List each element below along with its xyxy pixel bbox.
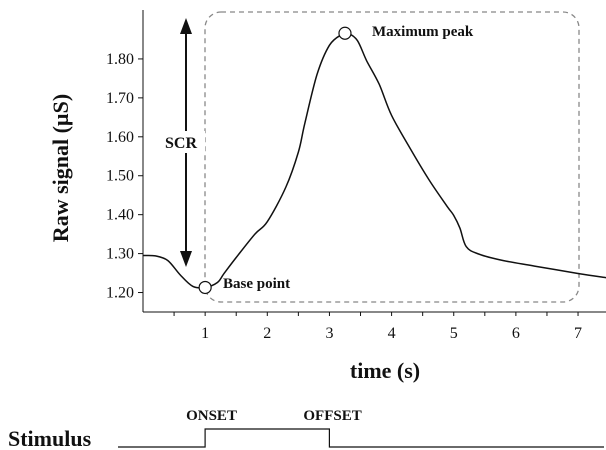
x-tick-label: 4 [388,325,396,342]
stimulus-trace [118,428,604,448]
y-tick-label: 1.50 [106,168,134,185]
max-peak-marker [338,26,352,40]
x-tick-label: 2 [263,325,271,342]
stimulus-label: Stimulus [8,426,92,450]
max-peak-label: Maximum peak [372,24,474,40]
x-tick-label: 6 [512,325,520,342]
signal-line [142,31,606,289]
offset-label: OFFSET [303,408,361,424]
y-tick-label: 1.30 [106,246,134,263]
x-axis-title: time (s) [350,358,420,383]
x-tick-label: 5 [450,325,458,342]
y-tick-label: 1.20 [106,285,134,302]
y-tick-label: 1.40 [106,207,134,224]
scr-label: SCR [165,135,197,152]
y-axis-title: Raw signal (µS) [48,94,73,242]
y-tick-label: 1.80 [106,51,134,68]
onset-label: ONSET [186,408,237,424]
y-ticks: 1.20 1.30 1.40 1.50 1.60 1.70 1.80 [106,51,143,302]
y-tick-label: 1.60 [106,129,134,146]
x-tick-label: 7 [574,325,582,342]
x-ticks: 1 2 3 4 5 6 7 [173,312,582,342]
y-tick-label: 1.70 [106,90,134,107]
base-point-label: Base point [223,276,290,292]
scr-window-box [204,11,580,303]
x-tick-label: 1 [201,325,209,342]
base-point-marker [198,280,212,295]
x-tick-label: 3 [325,325,333,342]
